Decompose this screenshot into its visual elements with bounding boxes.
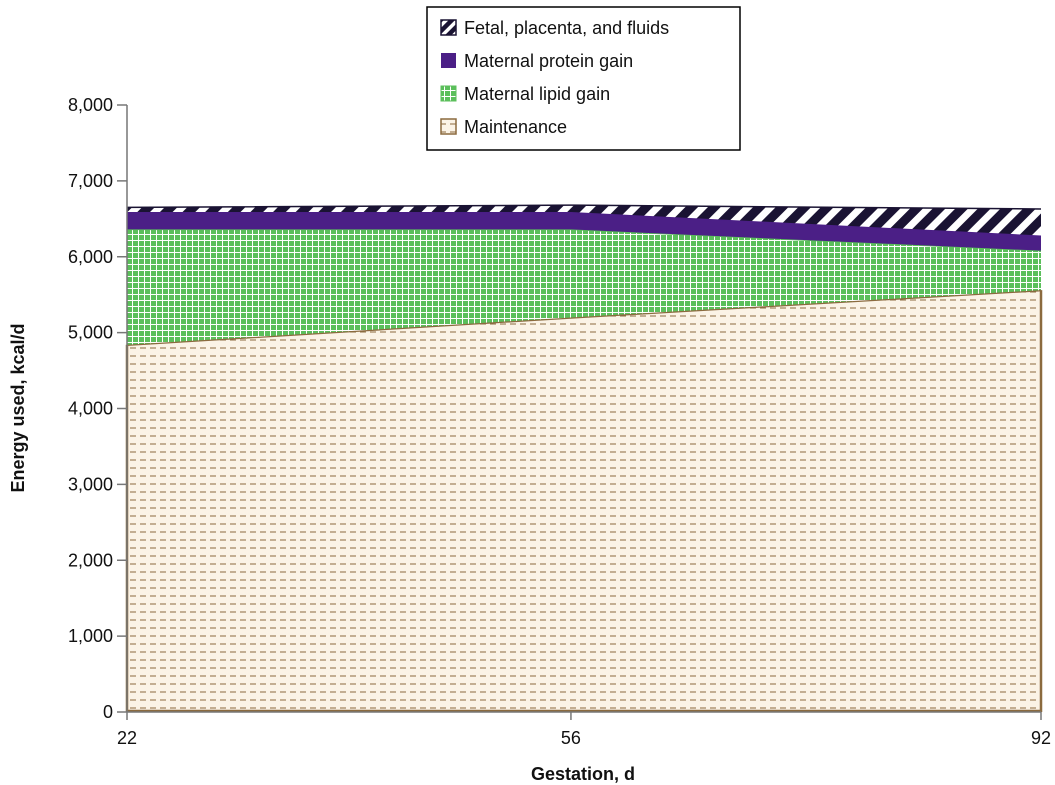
area-maternal-protein-gain bbox=[127, 211, 1041, 251]
y-axis-title: Energy used, kcal/d bbox=[8, 323, 28, 492]
legend: Fetal, placenta, and fluids Maternal pro… bbox=[426, 6, 741, 151]
legend-item-lipid: Maternal lipid gain bbox=[440, 84, 610, 104]
brown-dashed-swatch-icon bbox=[440, 118, 457, 135]
diagonal-stripes-swatch-icon bbox=[440, 19, 457, 36]
y-tick-label: 4,000 bbox=[68, 399, 113, 419]
legend-label: Maternal lipid gain bbox=[464, 84, 610, 104]
legend-item-fetal: Fetal, placenta, and fluids bbox=[440, 18, 669, 38]
y-tick-label: 5,000 bbox=[68, 323, 113, 343]
x-axis-title: Gestation, d bbox=[531, 764, 635, 784]
legend-label: Maternal protein gain bbox=[464, 51, 633, 71]
x-tick-label: 56 bbox=[561, 728, 581, 748]
solid-purple-swatch-icon bbox=[441, 53, 456, 68]
legend-label: Fetal, placenta, and fluids bbox=[464, 18, 669, 38]
y-tick-label: 6,000 bbox=[68, 247, 113, 267]
y-tick-label: 3,000 bbox=[68, 474, 113, 494]
legend-item-protein: Maternal protein gain bbox=[441, 51, 633, 71]
area-maternal-lipid-gain bbox=[127, 229, 1041, 345]
green-grid-swatch-icon bbox=[440, 85, 457, 102]
legend-label: Maintenance bbox=[464, 117, 567, 137]
y-tick-label: 7,000 bbox=[68, 171, 113, 191]
x-tick-label: 22 bbox=[117, 728, 137, 748]
axes: 0 1,000 2,000 3,000 4,000 5,000 6,000 7,000 8,00… bbox=[68, 95, 1051, 748]
area-fetal-placenta-and-fluids bbox=[127, 205, 1041, 236]
y-tick-label: 1,000 bbox=[68, 626, 113, 646]
series-edge-3 bbox=[126, 204, 1042, 210]
stacked-areas bbox=[125, 204, 1043, 713]
legend-item-maintenance: Maintenance bbox=[440, 117, 567, 137]
series-edge-2 bbox=[127, 211, 1042, 237]
y-tick-label: 0 bbox=[103, 702, 113, 722]
y-tick-label: 2,000 bbox=[68, 550, 113, 570]
x-tick-label: 92 bbox=[1031, 728, 1051, 748]
legend-box bbox=[426, 6, 741, 151]
y-tick-label: 8,000 bbox=[68, 95, 113, 115]
area-maintenance bbox=[127, 290, 1041, 712]
